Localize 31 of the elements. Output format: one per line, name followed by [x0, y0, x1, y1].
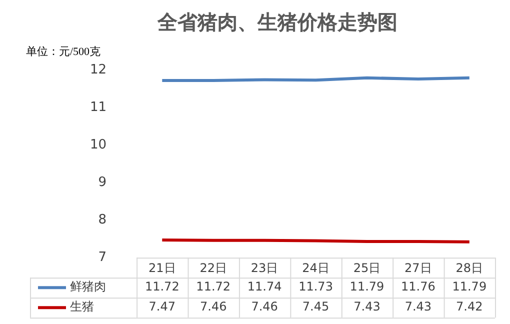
x-tick-label: 25日 [353, 260, 381, 275]
data-label: 7.43 [404, 300, 432, 314]
data-label: 11.72 [144, 280, 180, 294]
legend-label: 鲜猪肉 [70, 280, 106, 294]
x-tick-label: 27日 [404, 260, 432, 275]
y-tick-label: 11 [90, 100, 107, 115]
data-label: 7.47 [148, 300, 176, 314]
data-label: 11.72 [196, 280, 231, 294]
x-tick-label: 23日 [250, 260, 278, 275]
y-tick-label: 10 [90, 137, 107, 152]
x-tick-label: 24日 [302, 260, 330, 275]
data-label: 11.76 [401, 280, 436, 294]
data-label: 7.45 [302, 300, 330, 314]
data-label: 7.46 [200, 300, 227, 314]
data-label: 7.46 [251, 300, 278, 314]
data-label: 11.74 [247, 280, 282, 294]
y-tick-label: 8 [98, 212, 107, 228]
data-label: 11.79 [350, 280, 384, 294]
y-tick-label: 12 [90, 62, 107, 78]
x-tick-label: 21日 [148, 260, 176, 275]
y-axis-title: 单位：元/500克 [26, 44, 101, 58]
y-tick-label: 7 [98, 250, 107, 265]
data-label: 7.42 [456, 300, 483, 314]
x-tick-label: 28日 [456, 260, 484, 275]
data-label: 11.73 [298, 280, 333, 294]
x-tick-label: 22日 [200, 260, 227, 275]
legend-label: 生猪 [70, 300, 94, 314]
y-tick-label: 9 [98, 174, 107, 190]
data-label: 11.79 [452, 280, 487, 294]
data-label: 7.43 [354, 300, 380, 314]
chart-title: 全省猪肉、生猪价格走势图 [156, 10, 398, 34]
